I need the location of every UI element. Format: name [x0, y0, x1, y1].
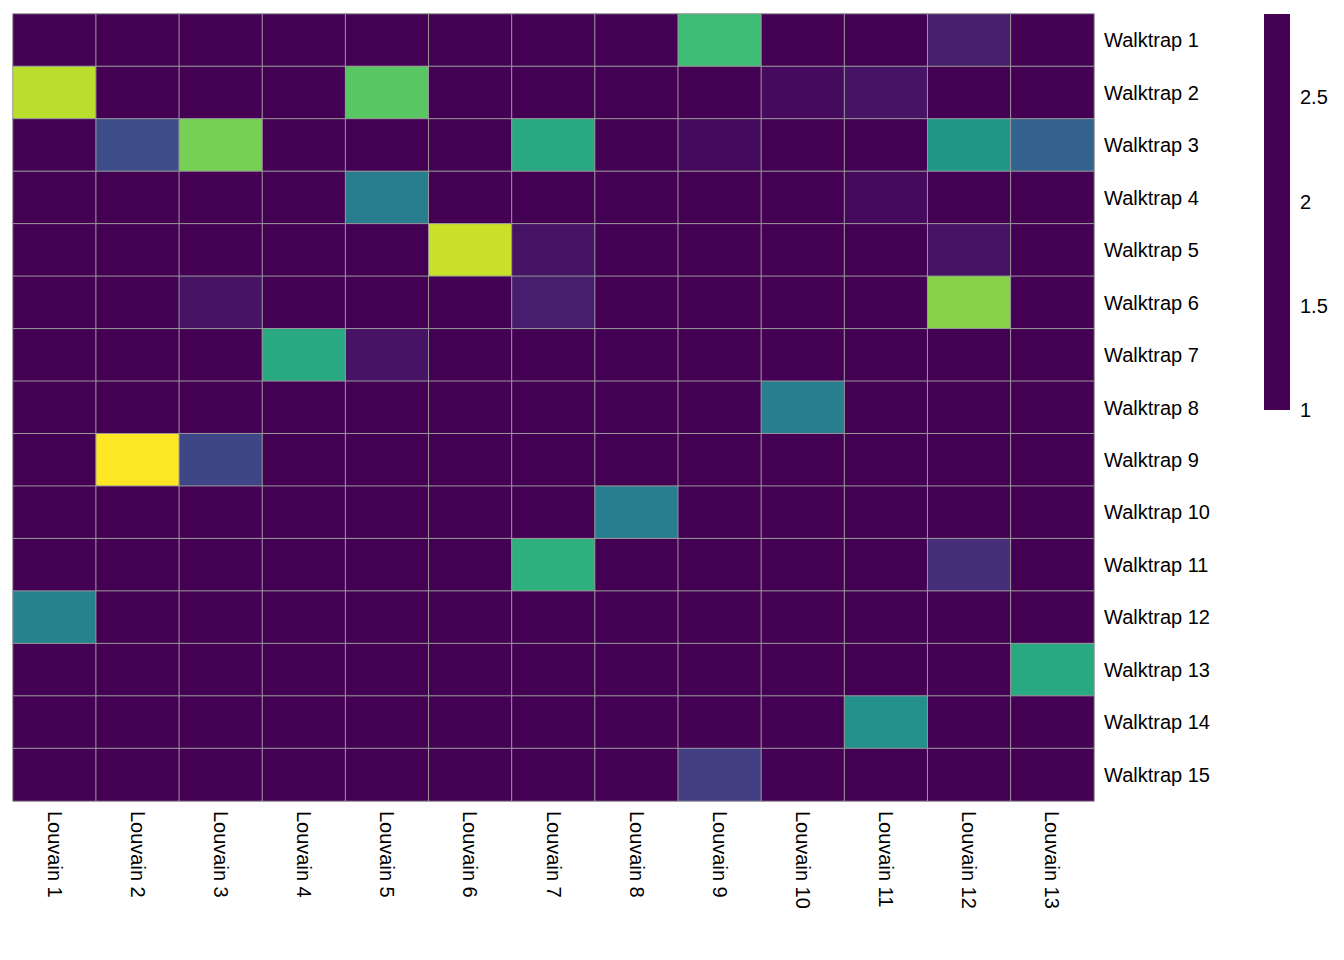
svg-text:Louvain 12: Louvain 12	[958, 811, 980, 909]
svg-text:Walktrap 8: Walktrap 8	[1104, 397, 1199, 419]
svg-text:2.5: 2.5	[1300, 86, 1328, 108]
svg-text:Walktrap 1: Walktrap 1	[1104, 29, 1199, 51]
svg-text:Louvain 11: Louvain 11	[875, 811, 897, 907]
svg-text:Louvain 13: Louvain 13	[1041, 811, 1063, 909]
svg-text:Walktrap 9: Walktrap 9	[1104, 449, 1199, 471]
svg-text:Walktrap 14: Walktrap 14	[1104, 711, 1210, 733]
svg-text:Louvain 3: Louvain 3	[210, 811, 232, 898]
svg-text:Louvain 8: Louvain 8	[626, 811, 648, 898]
svg-text:1: 1	[1300, 399, 1311, 421]
svg-text:Walktrap 15: Walktrap 15	[1104, 764, 1210, 786]
svg-text:Walktrap 5: Walktrap 5	[1104, 239, 1199, 261]
svg-text:Louvain 4: Louvain 4	[293, 811, 315, 898]
svg-text:Louvain 1: Louvain 1	[44, 811, 66, 898]
svg-text:Louvain 10: Louvain 10	[792, 811, 814, 909]
svg-text:2: 2	[1300, 191, 1311, 213]
svg-text:Louvain 5: Louvain 5	[376, 811, 398, 898]
svg-text:Walktrap 11: Walktrap 11	[1104, 554, 1208, 576]
svg-text:Louvain 7: Louvain 7	[543, 811, 565, 898]
svg-text:Walktrap 3: Walktrap 3	[1104, 134, 1199, 156]
svg-text:Walktrap 4: Walktrap 4	[1104, 187, 1199, 209]
svg-text:Louvain 9: Louvain 9	[709, 811, 731, 898]
svg-text:Walktrap 7: Walktrap 7	[1104, 344, 1199, 366]
svg-text:Walktrap 2: Walktrap 2	[1104, 82, 1199, 104]
svg-text:Walktrap 6: Walktrap 6	[1104, 292, 1199, 314]
svg-text:1.5: 1.5	[1300, 295, 1328, 317]
svg-text:Louvain 2: Louvain 2	[127, 811, 149, 898]
svg-text:Walktrap 10: Walktrap 10	[1104, 501, 1210, 523]
svg-text:Walktrap 13: Walktrap 13	[1104, 659, 1210, 681]
svg-text:Walktrap 12: Walktrap 12	[1104, 606, 1210, 628]
svg-text:Louvain 6: Louvain 6	[459, 811, 481, 898]
